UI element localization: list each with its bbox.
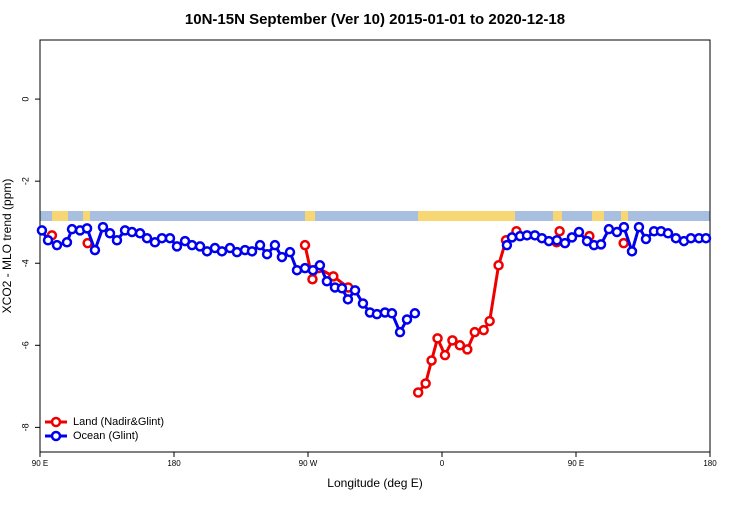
y-tick-label: 0 [20,97,30,102]
point [126,226,138,238]
point [412,387,424,398]
y-tick-label: -6 [20,341,30,349]
point [164,232,176,244]
band-land [418,211,515,221]
point [307,264,319,276]
y-tick-label: -2 [20,177,30,185]
point [216,246,228,257]
point [51,239,63,251]
point [506,232,518,243]
point [111,235,123,246]
point [618,237,629,249]
y-tick-label: -8 [20,423,30,431]
point [454,340,466,351]
point [336,283,348,294]
point [595,239,607,250]
point [342,294,354,305]
point [401,314,413,325]
band-land [621,211,628,221]
point [307,273,318,285]
point [640,233,652,245]
point [573,226,585,238]
x-tick-label: 180 [703,459,717,468]
point [276,251,288,263]
point [261,248,273,260]
point [291,264,303,276]
point [171,241,183,252]
point [231,246,243,258]
land-band [40,211,710,221]
point [409,308,421,319]
point [299,239,311,251]
point [426,355,437,366]
point [246,246,258,257]
point [194,241,206,252]
point [394,326,406,338]
point [36,225,48,236]
point [371,308,383,320]
point [618,221,630,233]
point [626,246,638,257]
x-tick-label: 90 E [568,459,584,468]
point [81,223,93,234]
x-tick-label: 90 W [299,459,318,468]
point [469,326,481,338]
band-land [592,211,604,221]
point [104,228,116,239]
x-tick-label: 90 E [32,459,48,468]
point [478,324,489,336]
point [559,237,571,249]
point [447,335,458,346]
point [543,235,555,247]
legend-marker [50,416,62,428]
legend-label: Land (Nadir&Glint) [73,416,164,428]
point [357,298,369,309]
point [134,228,146,239]
point [484,315,495,327]
point [554,225,565,237]
point [462,344,473,355]
point [349,285,361,296]
point [611,226,623,238]
band-land [83,211,90,221]
point [186,239,198,251]
point [284,246,296,258]
point [566,232,578,243]
x-tick-label: 180 [167,459,181,468]
point [420,378,431,389]
y-axis-label: XCO2 - MLO trend (ppm) [0,179,14,314]
point [328,271,339,282]
point [432,333,443,344]
chart-title: 10N-15N September (Ver 10) 2015-01-01 to… [185,11,565,28]
point [321,276,333,287]
point [141,232,153,244]
point [269,239,281,251]
point [254,239,266,251]
band-land [305,211,315,221]
point [314,260,326,271]
point [386,308,398,319]
point [61,237,73,248]
point [66,223,78,235]
point [493,260,504,271]
plot-frame [39,39,711,453]
point [439,349,451,361]
band [40,211,710,221]
point [662,228,674,239]
legend-label: Ocean (Glint) [73,430,138,442]
band-land [52,211,68,221]
x-axis-label: Longitude (deg E) [327,476,422,490]
point [89,244,101,256]
point [42,235,54,246]
y-tick-label: -4 [20,259,30,267]
point [97,221,109,233]
x-tick-label: 0 [440,459,445,468]
point [700,232,712,244]
point [501,239,513,251]
band-land [553,211,562,221]
legend-marker [50,430,62,442]
point [633,221,645,233]
